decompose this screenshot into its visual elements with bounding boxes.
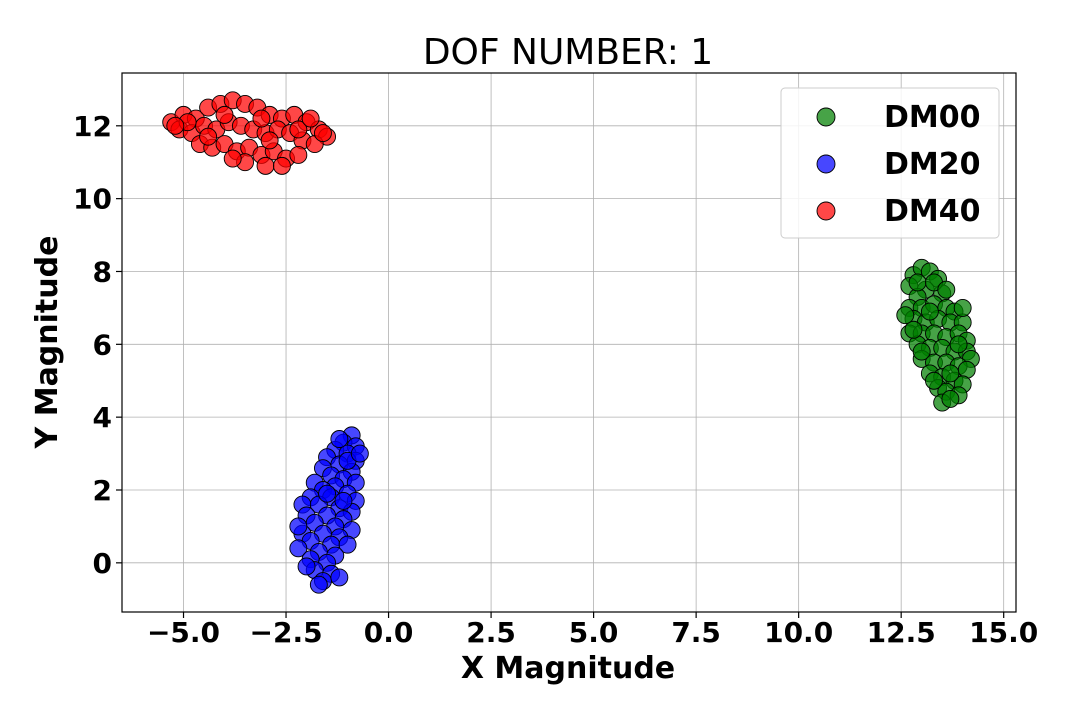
data-point [904, 320, 923, 339]
data-point [289, 517, 308, 536]
x-tick-label: 12.5 [867, 616, 936, 649]
y-tick-label: 4 [93, 401, 112, 434]
data-point [297, 557, 316, 576]
data-point [256, 156, 275, 175]
legend-label: DM40 [884, 194, 981, 229]
legend-marker [816, 107, 836, 127]
data-point [289, 539, 308, 558]
data-point [953, 298, 972, 317]
legend-label: DM20 [884, 147, 981, 182]
data-point [301, 109, 320, 128]
legend-box [780, 87, 1000, 239]
data-point [941, 364, 960, 383]
chart-title: DOF NUMBER: 1 [423, 32, 713, 73]
data-point [912, 342, 931, 361]
y-tick-label: 8 [93, 255, 112, 288]
data-point [318, 484, 336, 503]
data-point [908, 273, 927, 292]
y-tick-label: 10 [73, 183, 112, 216]
data-point [920, 302, 939, 321]
data-point [937, 280, 956, 299]
y-tick-label: 0 [93, 547, 112, 580]
y-tick-label: 6 [93, 328, 112, 361]
y-tick-label: 12 [73, 110, 112, 143]
legend-marker [816, 154, 836, 174]
legend-marker [816, 201, 836, 221]
data-point [199, 127, 218, 146]
x-tick-label: −5.0 [147, 616, 220, 649]
legend: DM00 DM20 DM40 [780, 87, 1000, 239]
x-tick-label: 5.0 [569, 616, 619, 649]
plot-frame [121, 72, 1017, 613]
data-point [166, 116, 185, 135]
data-points [162, 91, 980, 594]
data-point [289, 145, 308, 164]
data-point [313, 124, 332, 143]
data-point [272, 156, 291, 175]
y-axis-ticks: 0 2 4 6 8 10 12 [73, 110, 122, 580]
series-dm00 [896, 258, 980, 412]
data-point [350, 444, 369, 463]
data-point [330, 430, 349, 448]
x-tick-label: 15.0 [969, 616, 1038, 649]
data-point [289, 120, 308, 139]
data-point [338, 535, 357, 554]
legend-label: DM00 [884, 100, 981, 135]
x-tick-label: 2.5 [466, 616, 516, 649]
x-axis-ticks: −5.0 −2.5 0.0 2.5 5.0 7.5 10.0 12.5 15.0 [147, 612, 1038, 649]
data-point [949, 335, 968, 354]
data-point [925, 371, 943, 390]
x-tick-label: −2.5 [250, 616, 323, 649]
data-point [252, 109, 271, 128]
data-point [896, 306, 915, 325]
data-point [260, 131, 279, 150]
data-point [215, 105, 234, 124]
x-tick-label: 0.0 [364, 616, 414, 649]
x-axis-label: X Magnitude [461, 651, 675, 686]
series-dm40 [162, 91, 336, 175]
data-point [223, 149, 242, 168]
y-axis-label: Y Magnitude [30, 236, 65, 450]
data-point [330, 568, 349, 587]
data-point [941, 389, 960, 408]
data-point [334, 491, 353, 510]
x-tick-label: 10.0 [764, 616, 833, 649]
data-point [309, 575, 328, 594]
y-tick-label: 2 [93, 474, 112, 507]
x-tick-label: 7.5 [671, 616, 721, 649]
series-dm20 [289, 426, 369, 594]
